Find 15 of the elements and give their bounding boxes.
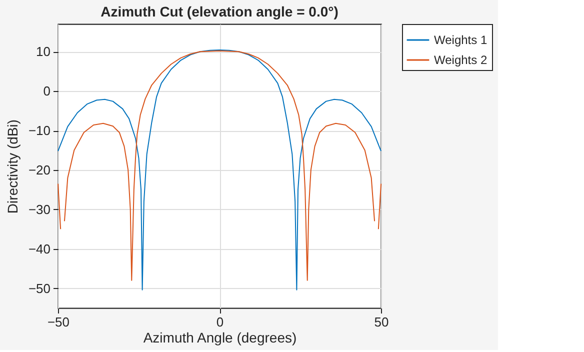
x-tick-label: 0 bbox=[216, 314, 224, 330]
x-axis-title: Azimuth Angle (degrees) bbox=[143, 330, 297, 346]
y-tick-label: −20 bbox=[28, 162, 50, 178]
y-axis-title: Directivity (dBi) bbox=[4, 119, 20, 214]
x-tick-label: 50 bbox=[374, 314, 389, 330]
y-tick-label: −50 bbox=[28, 280, 50, 296]
y-tick-label: −10 bbox=[28, 123, 50, 138]
y-tick-label: −30 bbox=[28, 202, 50, 217]
y-tick-label: −40 bbox=[28, 241, 50, 256]
legend-label: Weights 2 bbox=[434, 53, 488, 67]
chart-title: Azimuth Cut (elevation angle = 0.0°) bbox=[100, 4, 338, 20]
y-tick-label: 0 bbox=[43, 84, 50, 99]
x-tick-label: −50 bbox=[47, 314, 70, 330]
y-tick-label: 10 bbox=[36, 44, 50, 60]
legend-label: Weights 1 bbox=[434, 33, 488, 47]
